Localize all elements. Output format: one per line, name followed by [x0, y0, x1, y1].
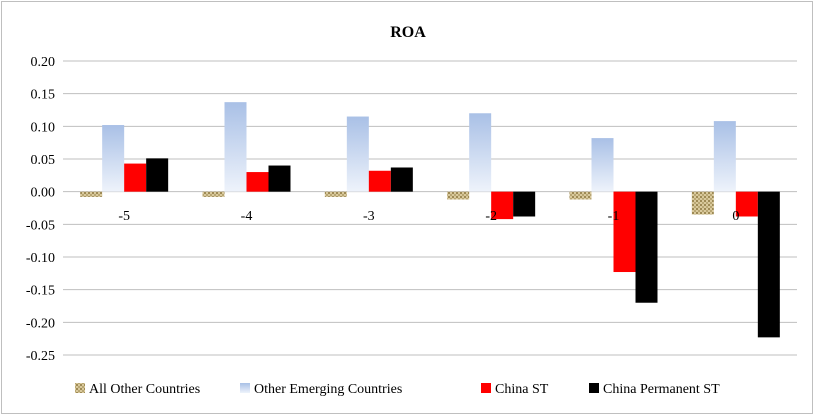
- bar-china-permanent-st--4: [268, 165, 291, 192]
- y-tick-label: -0.05: [26, 218, 55, 233]
- y-tick-label: 0.00: [31, 186, 56, 201]
- legend-label: China ST: [495, 382, 549, 397]
- y-tick-label: -0.20: [26, 316, 55, 331]
- bar-china-permanent-st--1: [635, 191, 658, 303]
- category-label: -1: [608, 209, 620, 224]
- gridlines: [63, 60, 797, 356]
- bar-other-emerging-countries--5: [102, 125, 125, 192]
- bar-other-emerging-countries--2: [469, 113, 492, 192]
- legend-label: All Other Countries: [89, 382, 200, 397]
- bars: [80, 102, 780, 338]
- bar-china-st--5: [124, 163, 147, 192]
- legend-swatch: [481, 383, 491, 393]
- legend-label: Other Emerging Countries: [254, 382, 402, 397]
- legend-label: China Permanent ST: [603, 382, 720, 397]
- bar-other-emerging-countries--3: [346, 116, 369, 192]
- bar-other-emerging-countries--1: [591, 138, 614, 192]
- bar-china-st-0: [735, 191, 758, 217]
- bar-china-st--3: [368, 170, 391, 192]
- bar-china-st--1: [613, 191, 636, 273]
- chart-title: ROA: [390, 24, 426, 41]
- y-axis-tick-labels: 0.20 0.15 0.10 0.05 0.00 -0.05 -0.10 -0.15 -0.20…: [26, 55, 55, 364]
- category-labels: -5 -4 -3 -2 -1 0: [118, 209, 739, 224]
- bar-china-st--2: [491, 191, 514, 220]
- bar-other-emerging-countries--4: [224, 102, 247, 192]
- bar-all-other-countries--3: [324, 191, 347, 197]
- bar-all-other-countries--4: [202, 191, 225, 197]
- y-tick-label: 0.05: [31, 153, 56, 168]
- y-tick-label: -0.25: [26, 349, 55, 364]
- bar-china-permanent-st-0: [757, 191, 780, 338]
- bar-all-other-countries--5: [80, 191, 103, 197]
- y-tick-label: -0.10: [26, 251, 55, 266]
- legend-swatch: [240, 383, 250, 393]
- y-tick-label: -0.15: [26, 284, 55, 299]
- category-label: -5: [118, 209, 130, 224]
- category-label: -2: [485, 209, 497, 224]
- bar-china-permanent-st--5: [146, 158, 169, 192]
- y-tick-label: 0.15: [31, 88, 56, 103]
- bar-all-other-countries--1: [569, 191, 592, 200]
- y-tick-label: 0.10: [31, 120, 56, 135]
- bar-all-other-countries--2: [447, 191, 470, 200]
- bar-china-permanent-st--3: [390, 167, 413, 192]
- legend-swatch: [589, 383, 599, 393]
- bar-other-emerging-countries-0: [713, 121, 736, 192]
- bar-all-other-countries-0: [691, 191, 714, 215]
- category-label: 0: [732, 209, 739, 224]
- bar-china-st--4: [246, 172, 269, 192]
- category-label: -3: [363, 209, 375, 224]
- y-tick-label: 0.20: [31, 55, 56, 70]
- legend-swatch: [75, 383, 85, 393]
- category-label: -4: [241, 209, 253, 224]
- legend: All Other Countries Other Emerging Countr…: [75, 382, 720, 397]
- bar-china-permanent-st--2: [513, 191, 536, 217]
